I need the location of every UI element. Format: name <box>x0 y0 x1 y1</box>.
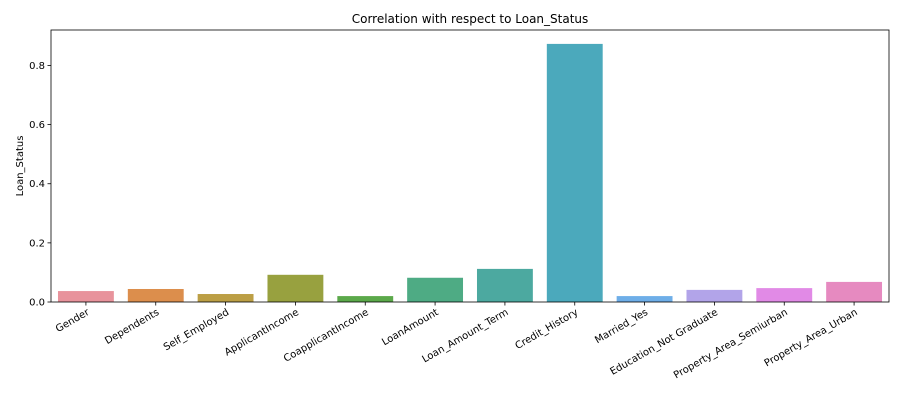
y-axis-label: Loan_Status <box>15 136 26 197</box>
x-tick-label: Self_Employed <box>162 307 231 353</box>
x-tick-label: Credit_History <box>514 307 581 352</box>
bar-loan-amount-term <box>476 268 533 302</box>
bar-property-area-semiurban <box>756 288 813 302</box>
x-tick-label: Property_Area_Semiurban <box>672 307 790 381</box>
bar-property-area-urban <box>826 281 883 302</box>
x-axis-ticks: Gender Dependents Self_EmployedApplicantIn… <box>54 302 860 381</box>
x-tick-label: Married_Yes <box>593 307 650 346</box>
y-tick-label: 0.8 <box>29 61 45 72</box>
bar-dependents <box>127 288 184 302</box>
bar-married-yes <box>616 296 673 302</box>
bar-self-employed <box>197 294 254 302</box>
bar-loanamount <box>407 277 464 302</box>
x-tick-label: Dependents <box>103 307 161 347</box>
plot-frame <box>50 29 890 303</box>
bar-coapplicantincome <box>337 296 394 302</box>
bar-applicantincome <box>267 274 324 302</box>
y-tick-label: 0.4 <box>29 179 45 190</box>
bar-credit-history <box>546 43 603 303</box>
y-tick-label: 0.0 <box>29 298 45 309</box>
y-tick-label: 0.2 <box>29 238 45 249</box>
bars-group <box>57 43 883 303</box>
y-axis-ticks: 0.0 0.2 0.4 0.6 0.8 <box>29 61 51 309</box>
bar-gender <box>57 291 114 302</box>
y-tick-label: 0.6 <box>29 120 45 131</box>
x-tick-label: LoanAmount <box>380 307 440 348</box>
x-tick-label: Gender <box>54 307 92 335</box>
bar-education-not-graduate <box>686 289 743 302</box>
chart-title: Correlation with respect to Loan_Status <box>352 12 589 26</box>
